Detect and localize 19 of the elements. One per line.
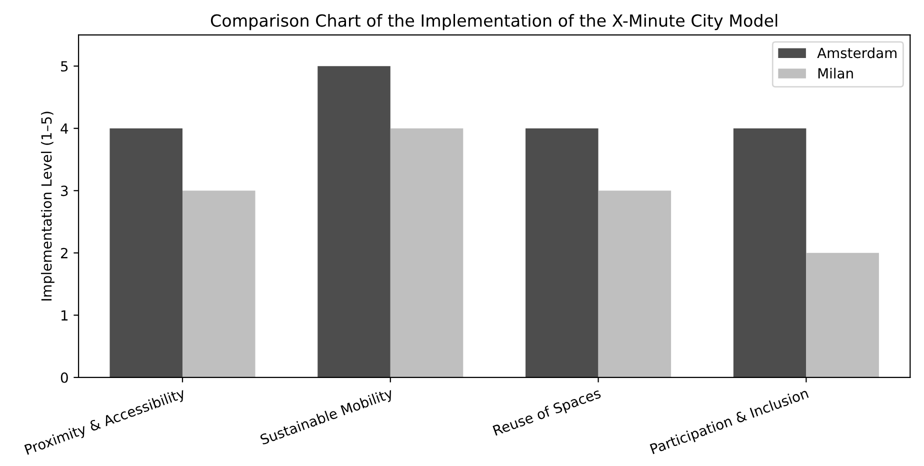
chart-title: Comparison Chart of the Implementation of the X-Minute City Model: [210, 14, 778, 30]
legend-label: Amsterdam: [817, 47, 896, 58]
bar: [110, 128, 182, 378]
legend-label: Milan: [818, 68, 853, 79]
bar: [598, 190, 672, 378]
y-tick-label: 4: [60, 124, 68, 134]
y-tick-label: 5: [61, 61, 68, 72]
bar: [526, 128, 598, 378]
y-tick-label: 1: [62, 310, 68, 320]
bar: [806, 252, 879, 378]
y-axis-title: Implementation Level (1–5): [40, 112, 54, 300]
x-tick-label: Reuse of Spaces: [492, 387, 602, 438]
bar: [182, 190, 256, 378]
bar: [733, 128, 806, 378]
y-tick-label: 3: [61, 186, 68, 196]
y-tick-label: 0: [60, 372, 68, 383]
bar: [318, 66, 390, 378]
y-tick-label: 2: [61, 248, 68, 258]
bar: [390, 128, 464, 378]
